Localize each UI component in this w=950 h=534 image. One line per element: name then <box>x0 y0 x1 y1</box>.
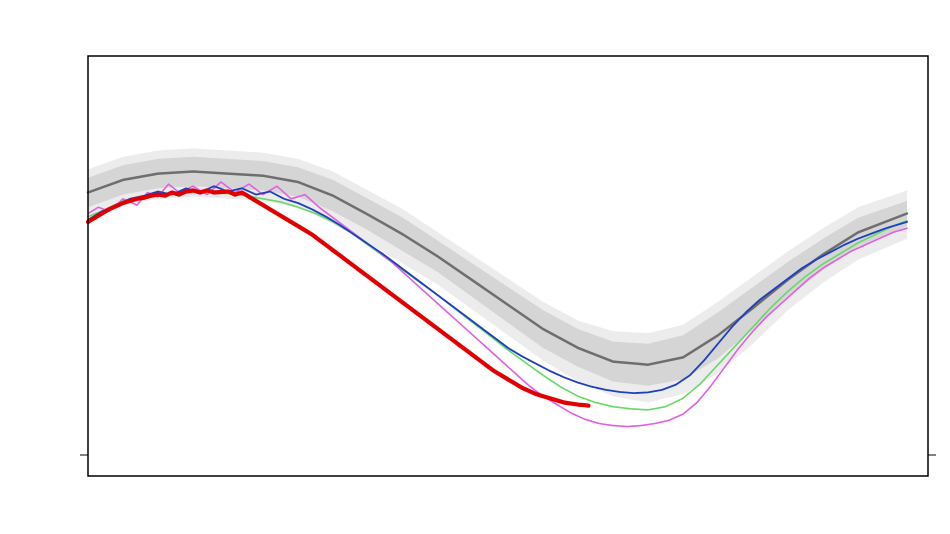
chart-svg <box>0 0 950 534</box>
chart-container <box>0 0 950 534</box>
